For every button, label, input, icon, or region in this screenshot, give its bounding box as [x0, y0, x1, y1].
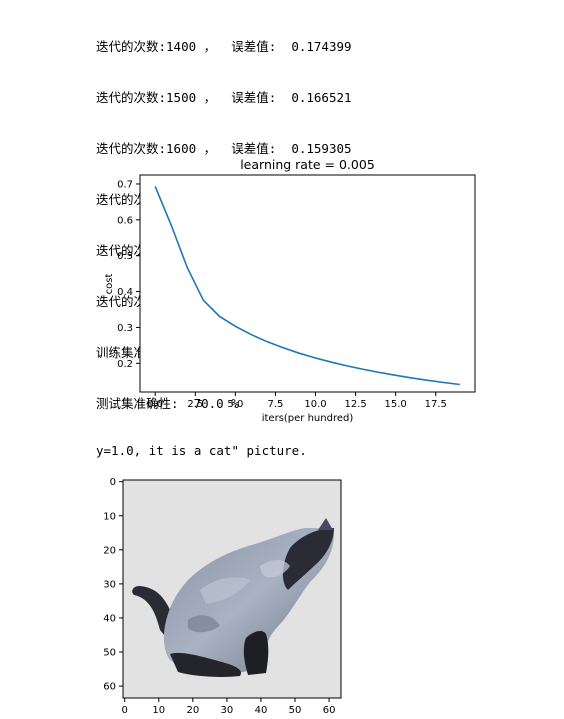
- x-axis-label: iters(per hundred): [262, 413, 354, 424]
- plot-frame: [139, 174, 476, 393]
- x-tick-label: 50: [289, 705, 302, 716]
- fur-patch: [200, 577, 250, 604]
- prediction-text: y=1.0, it is a cat" picture.: [96, 443, 307, 458]
- log-line: 迭代的次数:1500 ， 误差值: 0.166521: [96, 90, 352, 105]
- x-tick-label: 12.5: [344, 399, 366, 410]
- cost-line: [154, 186, 460, 386]
- y-tick-label: 50: [103, 648, 116, 659]
- cat-front-legs: [243, 631, 269, 675]
- log-line: 迭代的次数:1400 ， 误差值: 0.174399: [96, 39, 352, 54]
- y-tick-label: 20: [103, 545, 116, 556]
- x-tick-label: 10: [152, 705, 165, 716]
- y-tick-label: 40: [103, 613, 116, 624]
- y-tick-label: 0.5: [117, 251, 133, 262]
- x-tick-label: 15.0: [385, 399, 407, 410]
- x-tick-label: 0: [122, 705, 128, 716]
- fur-patch: [188, 615, 220, 633]
- x-tick-label: 40: [255, 705, 268, 716]
- cat-head: [282, 528, 334, 590]
- y-tick-label: 0.4: [117, 287, 133, 298]
- x-tick-label: 7.5: [267, 399, 283, 410]
- chart-title: learning rate = 0.005: [240, 157, 375, 172]
- y-tick-label: 0.2: [117, 359, 133, 370]
- cost-chart: learning rate = 0.005 0.0 2.5 5.0 7.5 10.0 12…: [104, 157, 476, 424]
- x-tick-label: 20: [186, 705, 199, 716]
- x-tick-label: 0.0: [147, 399, 163, 410]
- x-tick-label: 5.0: [227, 399, 243, 410]
- x-tick-label: 30: [221, 705, 234, 716]
- x-tick-label: 60: [323, 705, 336, 716]
- cat-hind-paws: [170, 652, 242, 677]
- log-line: 迭代的次数:1600 ， 误差值: 0.159305: [96, 141, 352, 156]
- image-frame: [122, 479, 342, 699]
- image-plot: 0 10 20 30 40 50 60 0 10 20 30 40 50 60: [103, 477, 342, 716]
- y-tick-label: 30: [103, 579, 116, 590]
- fur-patch: [260, 560, 290, 578]
- y-tick-label: 0.7: [117, 179, 133, 190]
- y-tick-label: 0.3: [117, 323, 133, 334]
- x-tick-label: 10.0: [304, 399, 326, 410]
- y-tick-label: 0.6: [117, 215, 133, 226]
- cat-ear: [318, 518, 333, 530]
- x-tick-label: 17.5: [425, 399, 447, 410]
- y-tick-label: 60: [103, 682, 116, 693]
- test-accuracy: 测试集准确性: 70.0 %: [96, 396, 239, 411]
- y-tick-label: 0: [110, 477, 116, 488]
- y-axis-label: cost: [104, 274, 115, 295]
- y-tick-label: 10: [103, 511, 116, 522]
- x-tick-label: 2.5: [187, 399, 203, 410]
- cat-picture: [132, 518, 334, 677]
